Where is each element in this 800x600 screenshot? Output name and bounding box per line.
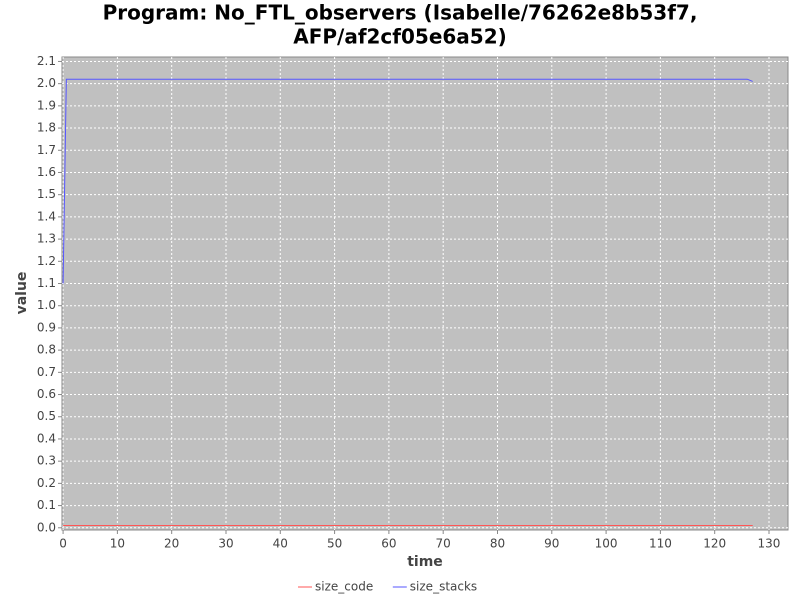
y-tick-label: 0.8	[37, 343, 56, 357]
y-tick-label: 2.1	[37, 54, 56, 68]
y-tick-label: 0.3	[37, 454, 56, 468]
series-line	[62, 78, 753, 284]
x-tick-label: 40	[273, 537, 288, 551]
y-tick-label: 0.4	[37, 431, 56, 445]
y-tick-label: 1.5	[37, 187, 56, 201]
y-tick-label: 0.0	[37, 520, 56, 534]
x-tick-label: 0	[59, 537, 67, 551]
x-tick-label: 70	[436, 537, 451, 551]
y-tick-label: 0.9	[37, 320, 56, 334]
chart-title: Program: No_FTL_observers (Isabelle/7626…	[103, 1, 698, 25]
y-tick-label: 0.5	[37, 409, 56, 423]
x-tick-label: 50	[327, 537, 342, 551]
y-tick-label: 1.6	[37, 165, 56, 179]
y-tick-label: 1.7	[37, 143, 56, 157]
y-tick-label: 1.9	[37, 98, 56, 112]
x-tick-label: 130	[758, 537, 781, 551]
y-tick-label: 1.8	[37, 121, 56, 135]
y-tick-label: 2.0	[37, 76, 56, 90]
x-tick-label: 100	[595, 537, 618, 551]
plot-area	[61, 56, 789, 531]
x-tick-label: 60	[381, 537, 396, 551]
y-tick-label: 1.4	[37, 209, 56, 223]
y-tick-label: 1.3	[37, 232, 56, 246]
x-tick-label: 80	[490, 537, 505, 551]
chart-title: AFP/af2cf05e6a52)	[293, 25, 507, 49]
y-tick-label: 1.0	[37, 298, 56, 312]
x-tick-label: 30	[218, 537, 233, 551]
y-tick-label: 1.1	[37, 276, 56, 290]
y-tick-label: 0.6	[37, 387, 56, 401]
x-axis-label: time	[407, 554, 443, 570]
y-tick-label: 0.1	[37, 498, 56, 512]
y-tick-label: 0.2	[37, 476, 56, 490]
y-axis-label: value	[14, 272, 30, 315]
y-tick-label: 0.7	[37, 365, 56, 379]
x-tick-label: 110	[649, 537, 672, 551]
x-tick-label: 10	[110, 537, 125, 551]
legend-label: size_stacks	[410, 580, 477, 594]
legend-label: size_code	[315, 580, 373, 594]
y-tick-label: 1.2	[37, 254, 56, 268]
x-tick-label: 20	[164, 537, 179, 551]
x-tick-label: 90	[544, 537, 559, 551]
x-tick-label: 120	[703, 537, 726, 551]
